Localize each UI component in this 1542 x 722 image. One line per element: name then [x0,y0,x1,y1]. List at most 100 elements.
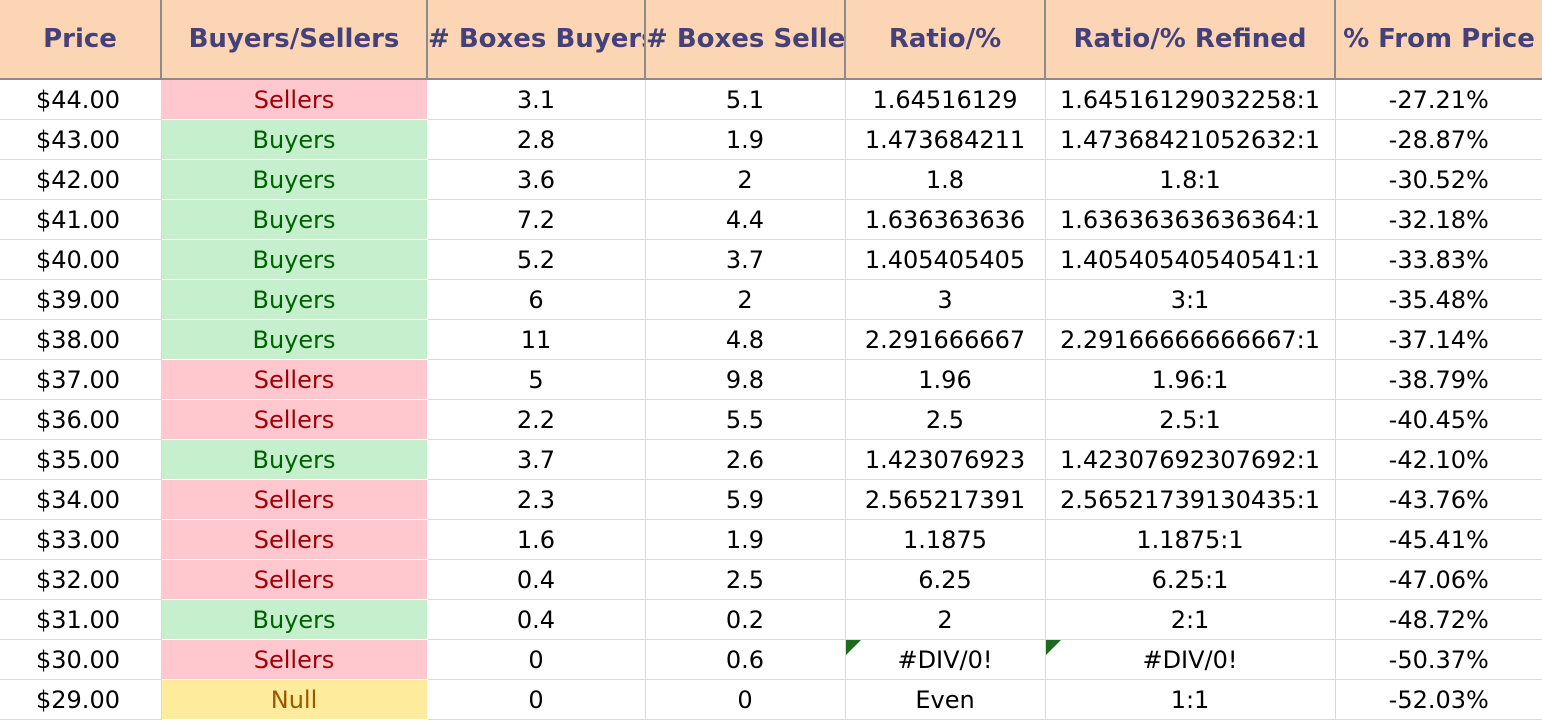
ratio-cell[interactable]: 1.8 [845,159,1046,200]
boxes-sellers-cell[interactable]: 4.8 [645,319,846,360]
header-boxes-sellers[interactable]: # Boxes Sellers [645,0,846,80]
buyers-sellers-cell[interactable]: Buyers [161,239,428,280]
price-cell[interactable]: $40.00 [0,239,162,280]
buyers-sellers-cell[interactable]: Buyers [161,279,428,320]
pct-from-price-cell[interactable]: -50.37% [1335,639,1542,680]
boxes-buyers-cell[interactable]: 7.2 [427,199,646,240]
header-buyers-sellers[interactable]: Buyers/Sellers [161,0,428,80]
buyers-sellers-cell[interactable]: Buyers [161,599,428,640]
header-boxes-buyers[interactable]: # Boxes Buyers [427,0,646,80]
pct-from-price-cell[interactable]: -27.21% [1335,79,1542,120]
pct-from-price-cell[interactable]: -30.52% [1335,159,1542,200]
boxes-sellers-cell[interactable]: 5.1 [645,79,846,120]
boxes-buyers-cell[interactable]: 2.8 [427,119,646,160]
error-indicator-icon[interactable] [845,640,861,655]
boxes-buyers-cell[interactable]: 3.1 [427,79,646,120]
price-cell[interactable]: $32.00 [0,559,162,600]
buyers-sellers-cell[interactable]: Sellers [161,479,428,520]
price-cell[interactable]: $36.00 [0,399,162,440]
boxes-sellers-cell[interactable]: 0.2 [645,599,846,640]
ratio-cell[interactable]: 3 [845,279,1046,320]
boxes-buyers-cell[interactable]: 3.6 [427,159,646,200]
boxes-buyers-cell[interactable]: 0.4 [427,559,646,600]
price-cell[interactable]: $33.00 [0,519,162,560]
ratio-refined-cell[interactable]: 1.40540540540541:1 [1045,239,1336,280]
pct-from-price-cell[interactable]: -47.06% [1335,559,1542,600]
price-cell[interactable]: $31.00 [0,599,162,640]
ratio-refined-cell[interactable]: 3:1 [1045,279,1336,320]
buyers-sellers-cell[interactable]: Sellers [161,399,428,440]
boxes-sellers-cell[interactable]: 1.9 [645,519,846,560]
price-cell[interactable]: $30.00 [0,639,162,680]
pct-from-price-cell[interactable]: -35.48% [1335,279,1542,320]
price-cell[interactable]: $41.00 [0,199,162,240]
ratio-refined-cell[interactable]: 1.8:1 [1045,159,1336,200]
boxes-sellers-cell[interactable]: 1.9 [645,119,846,160]
header-price[interactable]: Price [0,0,162,80]
boxes-buyers-cell[interactable]: 2.3 [427,479,646,520]
price-cell[interactable]: $43.00 [0,119,162,160]
boxes-sellers-cell[interactable]: 2 [645,279,846,320]
header-ratio-refined[interactable]: Ratio/% Refined [1045,0,1336,80]
pct-from-price-cell[interactable]: -28.87% [1335,119,1542,160]
ratio-cell[interactable]: 6.25 [845,559,1046,600]
boxes-sellers-cell[interactable]: 0 [645,679,846,720]
ratio-refined-cell[interactable]: 1.64516129032258:1 [1045,79,1336,120]
boxes-buyers-cell[interactable]: 0 [427,679,646,720]
ratio-cell[interactable]: 1.96 [845,359,1046,400]
pct-from-price-cell[interactable]: -40.45% [1335,399,1542,440]
ratio-cell[interactable]: 2 [845,599,1046,640]
price-cell[interactable]: $44.00 [0,79,162,120]
ratio-refined-cell[interactable]: 1.42307692307692:1 [1045,439,1336,480]
boxes-buyers-cell[interactable]: 0.4 [427,599,646,640]
boxes-buyers-cell[interactable]: 11 [427,319,646,360]
pct-from-price-cell[interactable]: -42.10% [1335,439,1542,480]
pct-from-price-cell[interactable]: -37.14% [1335,319,1542,360]
ratio-refined-cell[interactable]: 2.56521739130435:1 [1045,479,1336,520]
ratio-cell[interactable]: 1.64516129 [845,79,1046,120]
ratio-cell[interactable]: Even [845,679,1046,720]
boxes-sellers-cell[interactable]: 4.4 [645,199,846,240]
boxes-sellers-cell[interactable]: 2.5 [645,559,846,600]
boxes-sellers-cell[interactable]: 2.6 [645,439,846,480]
ratio-cell[interactable]: 1.423076923 [845,439,1046,480]
ratio-refined-cell[interactable]: 2.5:1 [1045,399,1336,440]
boxes-buyers-cell[interactable]: 5 [427,359,646,400]
pct-from-price-cell[interactable]: -33.83% [1335,239,1542,280]
ratio-refined-cell[interactable]: 1.96:1 [1045,359,1336,400]
ratio-refined-cell[interactable]: 1.47368421052632:1 [1045,119,1336,160]
ratio-cell[interactable]: 1.1875 [845,519,1046,560]
price-cell[interactable]: $29.00 [0,679,162,720]
error-indicator-icon[interactable] [1045,640,1061,655]
boxes-buyers-cell[interactable]: 6 [427,279,646,320]
boxes-buyers-cell[interactable]: 1.6 [427,519,646,560]
buyers-sellers-cell[interactable]: Sellers [161,559,428,600]
ratio-refined-cell[interactable]: 1:1 [1045,679,1336,720]
ratio-cell[interactable]: 2.291666667 [845,319,1046,360]
pct-from-price-cell[interactable]: -38.79% [1335,359,1542,400]
price-cell[interactable]: $37.00 [0,359,162,400]
boxes-buyers-cell[interactable]: 5.2 [427,239,646,280]
ratio-cell[interactable]: 2.565217391 [845,479,1046,520]
ratio-cell[interactable]: 1.473684211 [845,119,1046,160]
pct-from-price-cell[interactable]: -32.18% [1335,199,1542,240]
buyers-sellers-cell[interactable]: Sellers [161,639,428,680]
price-cell[interactable]: $34.00 [0,479,162,520]
buyers-sellers-cell[interactable]: Buyers [161,119,428,160]
boxes-buyers-cell[interactable]: 3.7 [427,439,646,480]
ratio-cell[interactable]: 1.636363636 [845,199,1046,240]
ratio-cell[interactable]: 1.405405405 [845,239,1046,280]
ratio-cell[interactable]: #DIV/0! [845,639,1046,680]
boxes-sellers-cell[interactable]: 9.8 [645,359,846,400]
ratio-refined-cell[interactable]: 2.29166666666667:1 [1045,319,1336,360]
buyers-sellers-cell[interactable]: Sellers [161,359,428,400]
boxes-sellers-cell[interactable]: 5.9 [645,479,846,520]
pct-from-price-cell[interactable]: -52.03% [1335,679,1542,720]
buyers-sellers-cell[interactable]: Buyers [161,159,428,200]
ratio-refined-cell[interactable]: #DIV/0! [1045,639,1336,680]
header-ratio[interactable]: Ratio/% [845,0,1046,80]
boxes-sellers-cell[interactable]: 5.5 [645,399,846,440]
ratio-cell[interactable]: 2.5 [845,399,1046,440]
ratio-refined-cell[interactable]: 1.1875:1 [1045,519,1336,560]
buyers-sellers-cell[interactable]: Buyers [161,199,428,240]
